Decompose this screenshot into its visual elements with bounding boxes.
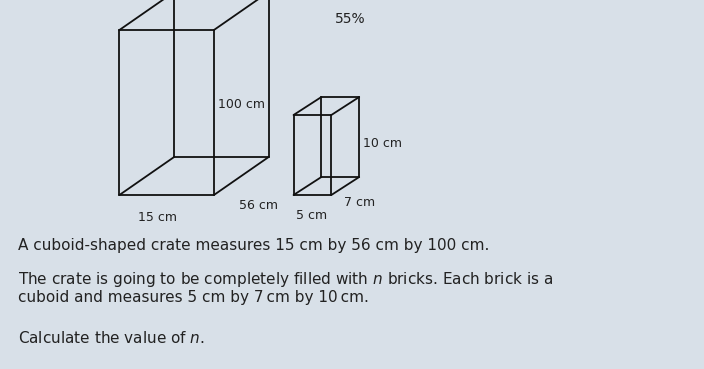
- Text: 55%: 55%: [335, 12, 365, 26]
- Text: The crate is going to be completely filled with $n$ bricks. Each brick is a: The crate is going to be completely fill…: [18, 270, 553, 289]
- Text: 100 cm: 100 cm: [218, 98, 265, 111]
- Text: 7 cm: 7 cm: [344, 196, 376, 209]
- Text: 10 cm: 10 cm: [363, 137, 402, 149]
- Text: Calculate the value of $n$.: Calculate the value of $n$.: [18, 330, 205, 346]
- Text: 15 cm: 15 cm: [138, 211, 177, 224]
- Text: cuboid and measures 5 cm by 7 cm by 10 cm.: cuboid and measures 5 cm by 7 cm by 10 c…: [18, 290, 369, 305]
- Text: 5 cm: 5 cm: [296, 209, 327, 222]
- Text: 56 cm: 56 cm: [239, 199, 277, 212]
- Text: A cuboid-shaped crate measures 15 cm by 56 cm by 100 cm.: A cuboid-shaped crate measures 15 cm by …: [18, 238, 489, 253]
